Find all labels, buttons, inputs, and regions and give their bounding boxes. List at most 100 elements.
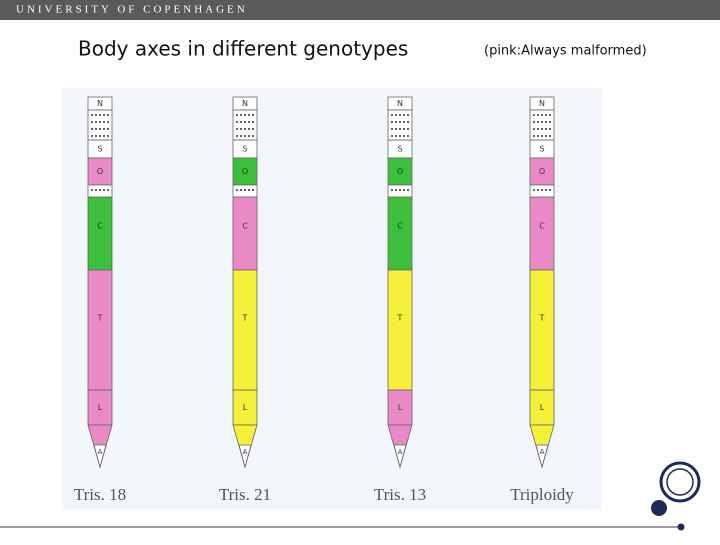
band-dot	[537, 114, 539, 116]
band-dot	[252, 135, 254, 137]
band-dot	[103, 114, 105, 116]
column-label: Tris. 21	[219, 485, 271, 504]
band-dot	[395, 121, 397, 123]
axis-segment	[387, 389, 413, 426]
band-dot	[240, 121, 242, 123]
band-dot	[549, 121, 551, 123]
band-dot	[545, 121, 547, 123]
axis-segment	[87, 269, 113, 391]
band-dot	[395, 114, 397, 116]
band-dot	[252, 189, 254, 191]
band-dot	[403, 189, 405, 191]
band-dot	[91, 135, 93, 137]
segment-letter: S	[397, 145, 402, 154]
band-dot	[252, 121, 254, 123]
band-dot	[244, 135, 246, 137]
axis-tip-end	[93, 444, 107, 469]
band-dot	[533, 189, 535, 191]
segment-letter: N	[97, 99, 103, 108]
band-dot	[395, 135, 397, 137]
band-dot	[95, 114, 97, 116]
band-dot	[407, 114, 409, 116]
band-dot	[107, 135, 109, 137]
band-dot	[248, 121, 250, 123]
axis-tip-end	[393, 444, 407, 469]
segment-letter: A	[98, 448, 103, 456]
axis-segment	[87, 196, 113, 271]
segment-letter: S	[242, 145, 247, 154]
band-dot	[95, 189, 97, 191]
segment-letter: A	[398, 448, 403, 456]
segment-letter: T	[397, 314, 403, 323]
band-dot	[533, 135, 535, 137]
segment-letter: N	[539, 99, 545, 108]
band-dot	[391, 121, 393, 123]
segment-letter: N	[242, 99, 248, 108]
band-dot	[549, 128, 551, 130]
band-dot	[236, 121, 238, 123]
segment-letter: O	[242, 167, 248, 176]
band-dot	[103, 135, 105, 137]
segment-letter: A	[243, 448, 248, 456]
band-dot	[399, 114, 401, 116]
band-dot	[541, 135, 543, 137]
axis-segment	[232, 389, 258, 426]
segment-letter: C	[242, 222, 248, 231]
band-dot	[399, 128, 401, 130]
segment-letter: N	[397, 99, 403, 108]
band-dot	[537, 121, 539, 123]
band-dot	[399, 135, 401, 137]
segment-letter: T	[539, 314, 545, 323]
band-dot	[240, 128, 242, 130]
band-dot	[549, 114, 551, 116]
segment-letter: L	[540, 403, 545, 412]
band-dot	[549, 189, 551, 191]
segment-letter: T	[97, 314, 103, 323]
axis-segment	[529, 269, 555, 391]
band-dot	[533, 128, 535, 130]
column-label: Tris. 13	[374, 485, 426, 504]
band-dot	[91, 189, 93, 191]
band-dot	[541, 114, 543, 116]
band-dot	[244, 189, 246, 191]
band-dot	[244, 121, 246, 123]
band-dot	[407, 121, 409, 123]
slide-title: Body axes in different genotypes	[78, 37, 408, 61]
figure-background	[62, 88, 602, 510]
band-dot	[240, 189, 242, 191]
band-dot	[240, 114, 242, 116]
axis-segment	[232, 157, 258, 186]
band-dot	[549, 135, 551, 137]
band-dot	[541, 128, 543, 130]
band-dot	[240, 135, 242, 137]
band-dot	[537, 135, 539, 137]
segment-letter: L	[398, 403, 403, 412]
segment-letter: O	[539, 167, 545, 176]
band-dot	[407, 189, 409, 191]
segment-letter: L	[243, 403, 248, 412]
logo-seal-inner	[666, 468, 694, 496]
band-dot	[395, 128, 397, 130]
segment-letter: L	[98, 403, 103, 412]
segment-letter: C	[397, 222, 403, 231]
band-dot	[103, 121, 105, 123]
axis-segment	[387, 269, 413, 391]
band-dot	[99, 189, 101, 191]
band-dot	[545, 114, 547, 116]
band-dot	[99, 114, 101, 116]
band-dot	[95, 121, 97, 123]
logo-dot	[651, 500, 667, 516]
axis-segment	[232, 196, 258, 271]
footer-dot	[677, 523, 685, 531]
segment-letter: O	[397, 167, 403, 176]
band-dot	[99, 128, 101, 130]
band-dot	[244, 114, 246, 116]
band-dot	[107, 121, 109, 123]
band-dot	[545, 135, 547, 137]
columns: N S O C T L A Tris. 18 N S O C T L A Tris. 21 N S O C T L A Tri…	[74, 96, 574, 504]
band-dot	[537, 128, 539, 130]
band-dot	[395, 189, 397, 191]
segment-letter: O	[97, 167, 103, 176]
band-dot	[391, 135, 393, 137]
